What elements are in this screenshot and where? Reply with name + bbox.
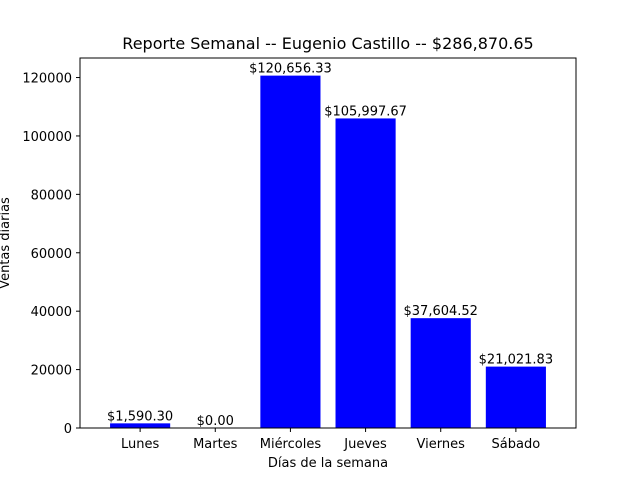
data-label: $120,656.33 (249, 62, 332, 77)
bar-sábado (485, 366, 546, 428)
x-tick-label: Lunes (121, 437, 159, 452)
y-tick-label: 40000 (31, 305, 72, 320)
data-label: $105,997.67 (324, 104, 407, 119)
plot-frame (79, 57, 577, 429)
x-axis-ticks: Lunes Martes Miércoles Jueves Viernes Sábado (121, 428, 540, 452)
y-tick-label: 20000 (31, 364, 72, 379)
y-tick-label: 60000 (31, 247, 72, 262)
y-tick-label: 80000 (31, 188, 72, 203)
x-tick-label: Miércoles (260, 437, 322, 452)
y-axis-ticks: 0 20000 40000 60000 80000 100000 120000 (22, 72, 80, 437)
y-tick-label: 100000 (22, 130, 72, 145)
x-tick-label: Viernes (417, 437, 466, 452)
data-label: $37,604.52 (404, 304, 478, 319)
bar-miércoles (260, 75, 321, 428)
x-tick-label: Sábado (492, 437, 541, 452)
data-label: $21,021.83 (479, 353, 553, 368)
bars-group: $1,590.30 $0.00 $120,656.33 $105,997.67 $37,… (107, 62, 553, 429)
data-label: $0.00 (197, 414, 234, 429)
bar-lunes (110, 423, 171, 428)
y-tick-label: 120000 (22, 72, 72, 87)
y-tick-label: 0 (64, 422, 72, 437)
data-label: $1,590.30 (107, 409, 173, 424)
x-tick-label: Jueves (343, 437, 387, 452)
bar-viernes (410, 318, 471, 428)
chart-title: Reporte Semanal -- Eugenio Castillo -- $… (122, 34, 533, 53)
bar-jueves (335, 118, 396, 428)
x-axis-label: Días de la semana (268, 456, 388, 471)
y-axis-label: Ventas diarias (0, 197, 13, 289)
x-tick-label: Martes (193, 437, 238, 452)
